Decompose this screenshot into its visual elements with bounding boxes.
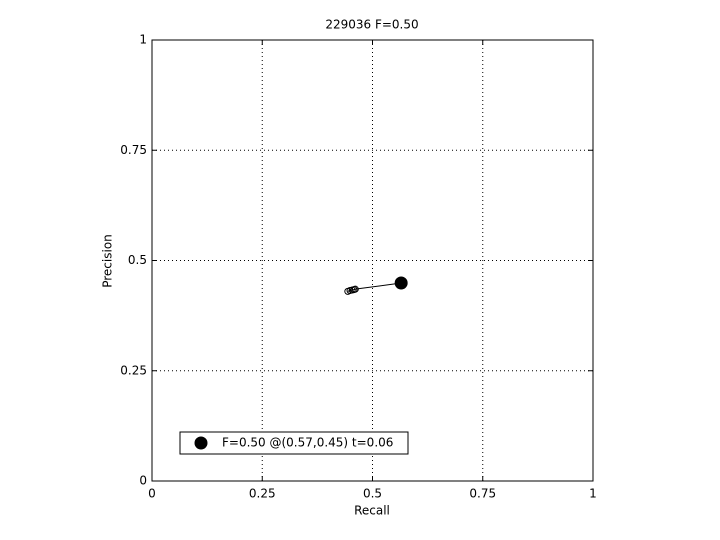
x-tick-label: 0.5	[363, 487, 382, 501]
x-tick-label: 0.75	[469, 487, 496, 501]
y-tick-label: 1	[139, 33, 147, 47]
x-tick-label: 0	[148, 487, 156, 501]
legend-marker	[194, 436, 208, 450]
data-point	[394, 276, 408, 290]
legend-label: F=0.50 @(0.57,0.45) t=0.06	[222, 436, 393, 450]
x-tick-label: 0.25	[249, 487, 276, 501]
y-tick-label: 0.75	[120, 143, 147, 157]
y-axis-label: Precision	[101, 234, 115, 288]
chart-title: 229036 F=0.50	[325, 18, 418, 32]
y-tick-label: 0.25	[120, 363, 147, 377]
x-axis-label: Recall	[354, 504, 390, 518]
y-tick-label: 0	[139, 474, 147, 488]
y-tick-label: 0.5	[128, 253, 147, 267]
plot-frame	[151, 39, 594, 482]
legend-box	[179, 431, 409, 455]
x-tick-label: 1	[589, 487, 597, 501]
data-point	[351, 285, 359, 293]
